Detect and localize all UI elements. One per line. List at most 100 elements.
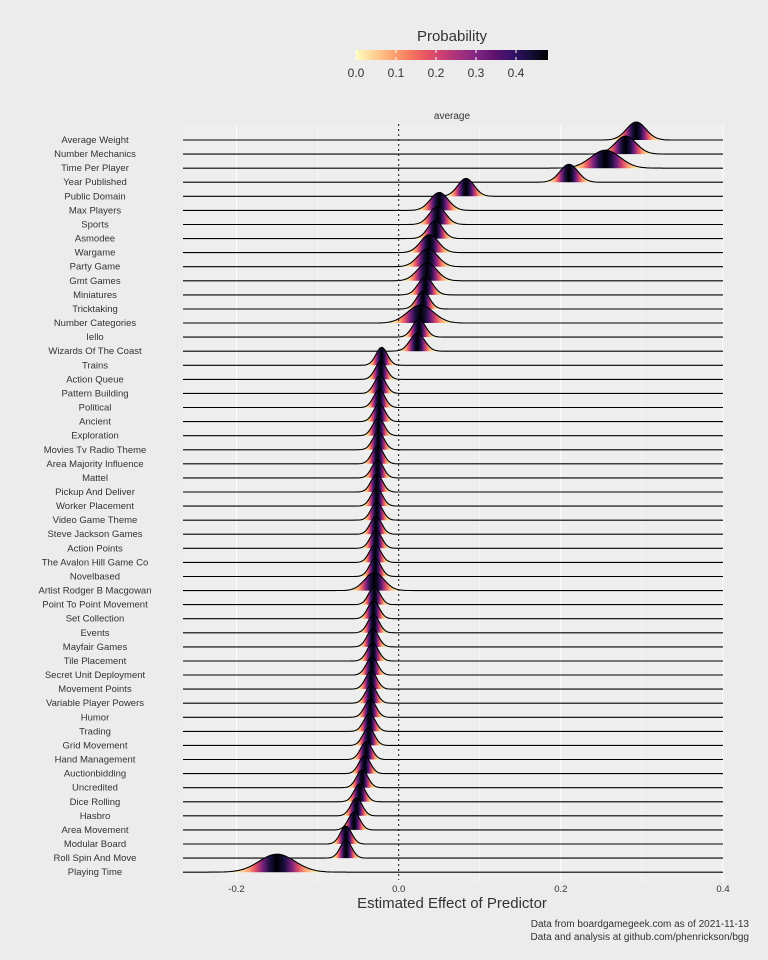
predictor-label: Time Per Player [61,163,129,174]
ridge-outline [183,290,723,310]
ridge [183,783,723,803]
ridge [183,586,723,606]
ridge [183,755,723,775]
predictor-label: Ancient [79,417,111,428]
ridge [183,304,723,324]
ridge [183,248,723,268]
legend-tick-label: 0.2 [428,66,445,80]
predictor-label: Hand Management [55,755,136,766]
ridge [183,262,723,282]
y-axis-labels: Average Weight Number Mechanics Time Per P… [39,135,152,878]
ridge-outline [183,769,723,789]
ridge-outline [183,698,723,718]
ridge [183,825,723,845]
ridge-outline [183,206,723,226]
predictor-label: Tricktaking [72,304,118,315]
predictor-label: Area Movement [61,825,128,836]
ridge-outline [183,600,723,620]
ridge-outline [183,740,723,761]
predictor-label: Political [79,403,112,414]
legend-colorbar [356,50,548,60]
predictor-label: Wizards Of The Coast [48,346,142,357]
predictor-label: Artist Rodger B Macgowan [39,586,152,597]
ridge-outline [183,220,723,240]
ridge-fill [183,854,723,873]
ridge-outline [183,149,723,169]
ridge [183,797,723,817]
ridge-outline [183,529,723,549]
ridge-outline [183,248,723,268]
predictor-label: Public Domain [64,191,125,202]
ridge [183,811,723,831]
ridge [183,149,723,169]
predictor-label: Events [80,628,109,639]
predictor-label: Dice Rolling [70,797,121,808]
predictor-label: Grid Movement [63,740,128,751]
ridge [183,403,723,423]
ridge-outline [183,670,723,690]
x-axis-title: Estimated Effect of Predictor [357,895,547,912]
legend-title: Probability [417,28,488,45]
ridge [183,600,723,620]
ridge [183,459,723,479]
predictor-label: Mattel [82,473,108,484]
predictor-label: Mayfair Games [63,642,128,653]
ridge-outline [183,515,723,535]
ridge [183,290,723,310]
ridge-fill [183,178,723,197]
predictor-label: Tile Placement [64,656,127,667]
predictor-label: Sports [81,219,109,230]
ridge-outline [183,544,723,563]
ridge-outline [183,360,723,380]
ridge [183,684,723,704]
ridge [183,234,723,254]
predictor-label: Action Queue [66,374,124,385]
ridge [183,346,723,366]
ridge [183,670,723,690]
ridge-outline [183,825,723,845]
predictor-label: Party Game [70,262,121,273]
ridge [183,332,723,352]
ridge [183,177,723,197]
ridge-outline [183,332,723,352]
ridge [183,628,723,648]
ridge-outline [183,473,723,493]
predictor-label: Movement Points [58,684,132,695]
ridge [183,389,723,409]
ridge-outline [183,403,723,423]
predictor-label: Set Collection [66,614,125,625]
predictor-label: Variable Player Powers [46,698,144,709]
predictor-label: Worker Placement [56,501,134,512]
ridge-outline [183,614,723,634]
ridge [183,191,723,211]
ridge-fill [183,136,723,155]
ridge-outline [183,755,723,775]
ridge [183,473,723,493]
ridge-outline [183,346,723,366]
plot-panel [183,125,723,882]
ridge-outline [183,487,723,507]
predictor-label: Action Points [67,543,123,554]
predictor-label: Year Published [63,177,127,188]
predictor-label: Roll Spin And Move [54,853,137,864]
predictor-label: Pattern Building [61,388,128,399]
x-tick-label: 0.0 [392,884,405,895]
ridge [183,572,723,592]
ridge [183,698,723,718]
ridge [183,318,723,338]
ridge-outline [183,628,723,648]
predictor-label: Playing Time [68,867,122,878]
ridge-fill [183,192,723,211]
predictor-label: Novelbased [70,571,120,582]
ridge [183,135,723,155]
ridge-outline [183,234,723,254]
predictor-label: Asmodee [75,234,115,245]
ridge-outline [183,262,723,282]
ridge [183,642,723,662]
ridge-outline [183,642,723,662]
ridge-outline [183,501,723,521]
ridge-outline [183,783,723,803]
ridge-outline [183,684,723,704]
ridge-outline [183,318,723,338]
predictor-label: Number Mechanics [54,149,136,160]
